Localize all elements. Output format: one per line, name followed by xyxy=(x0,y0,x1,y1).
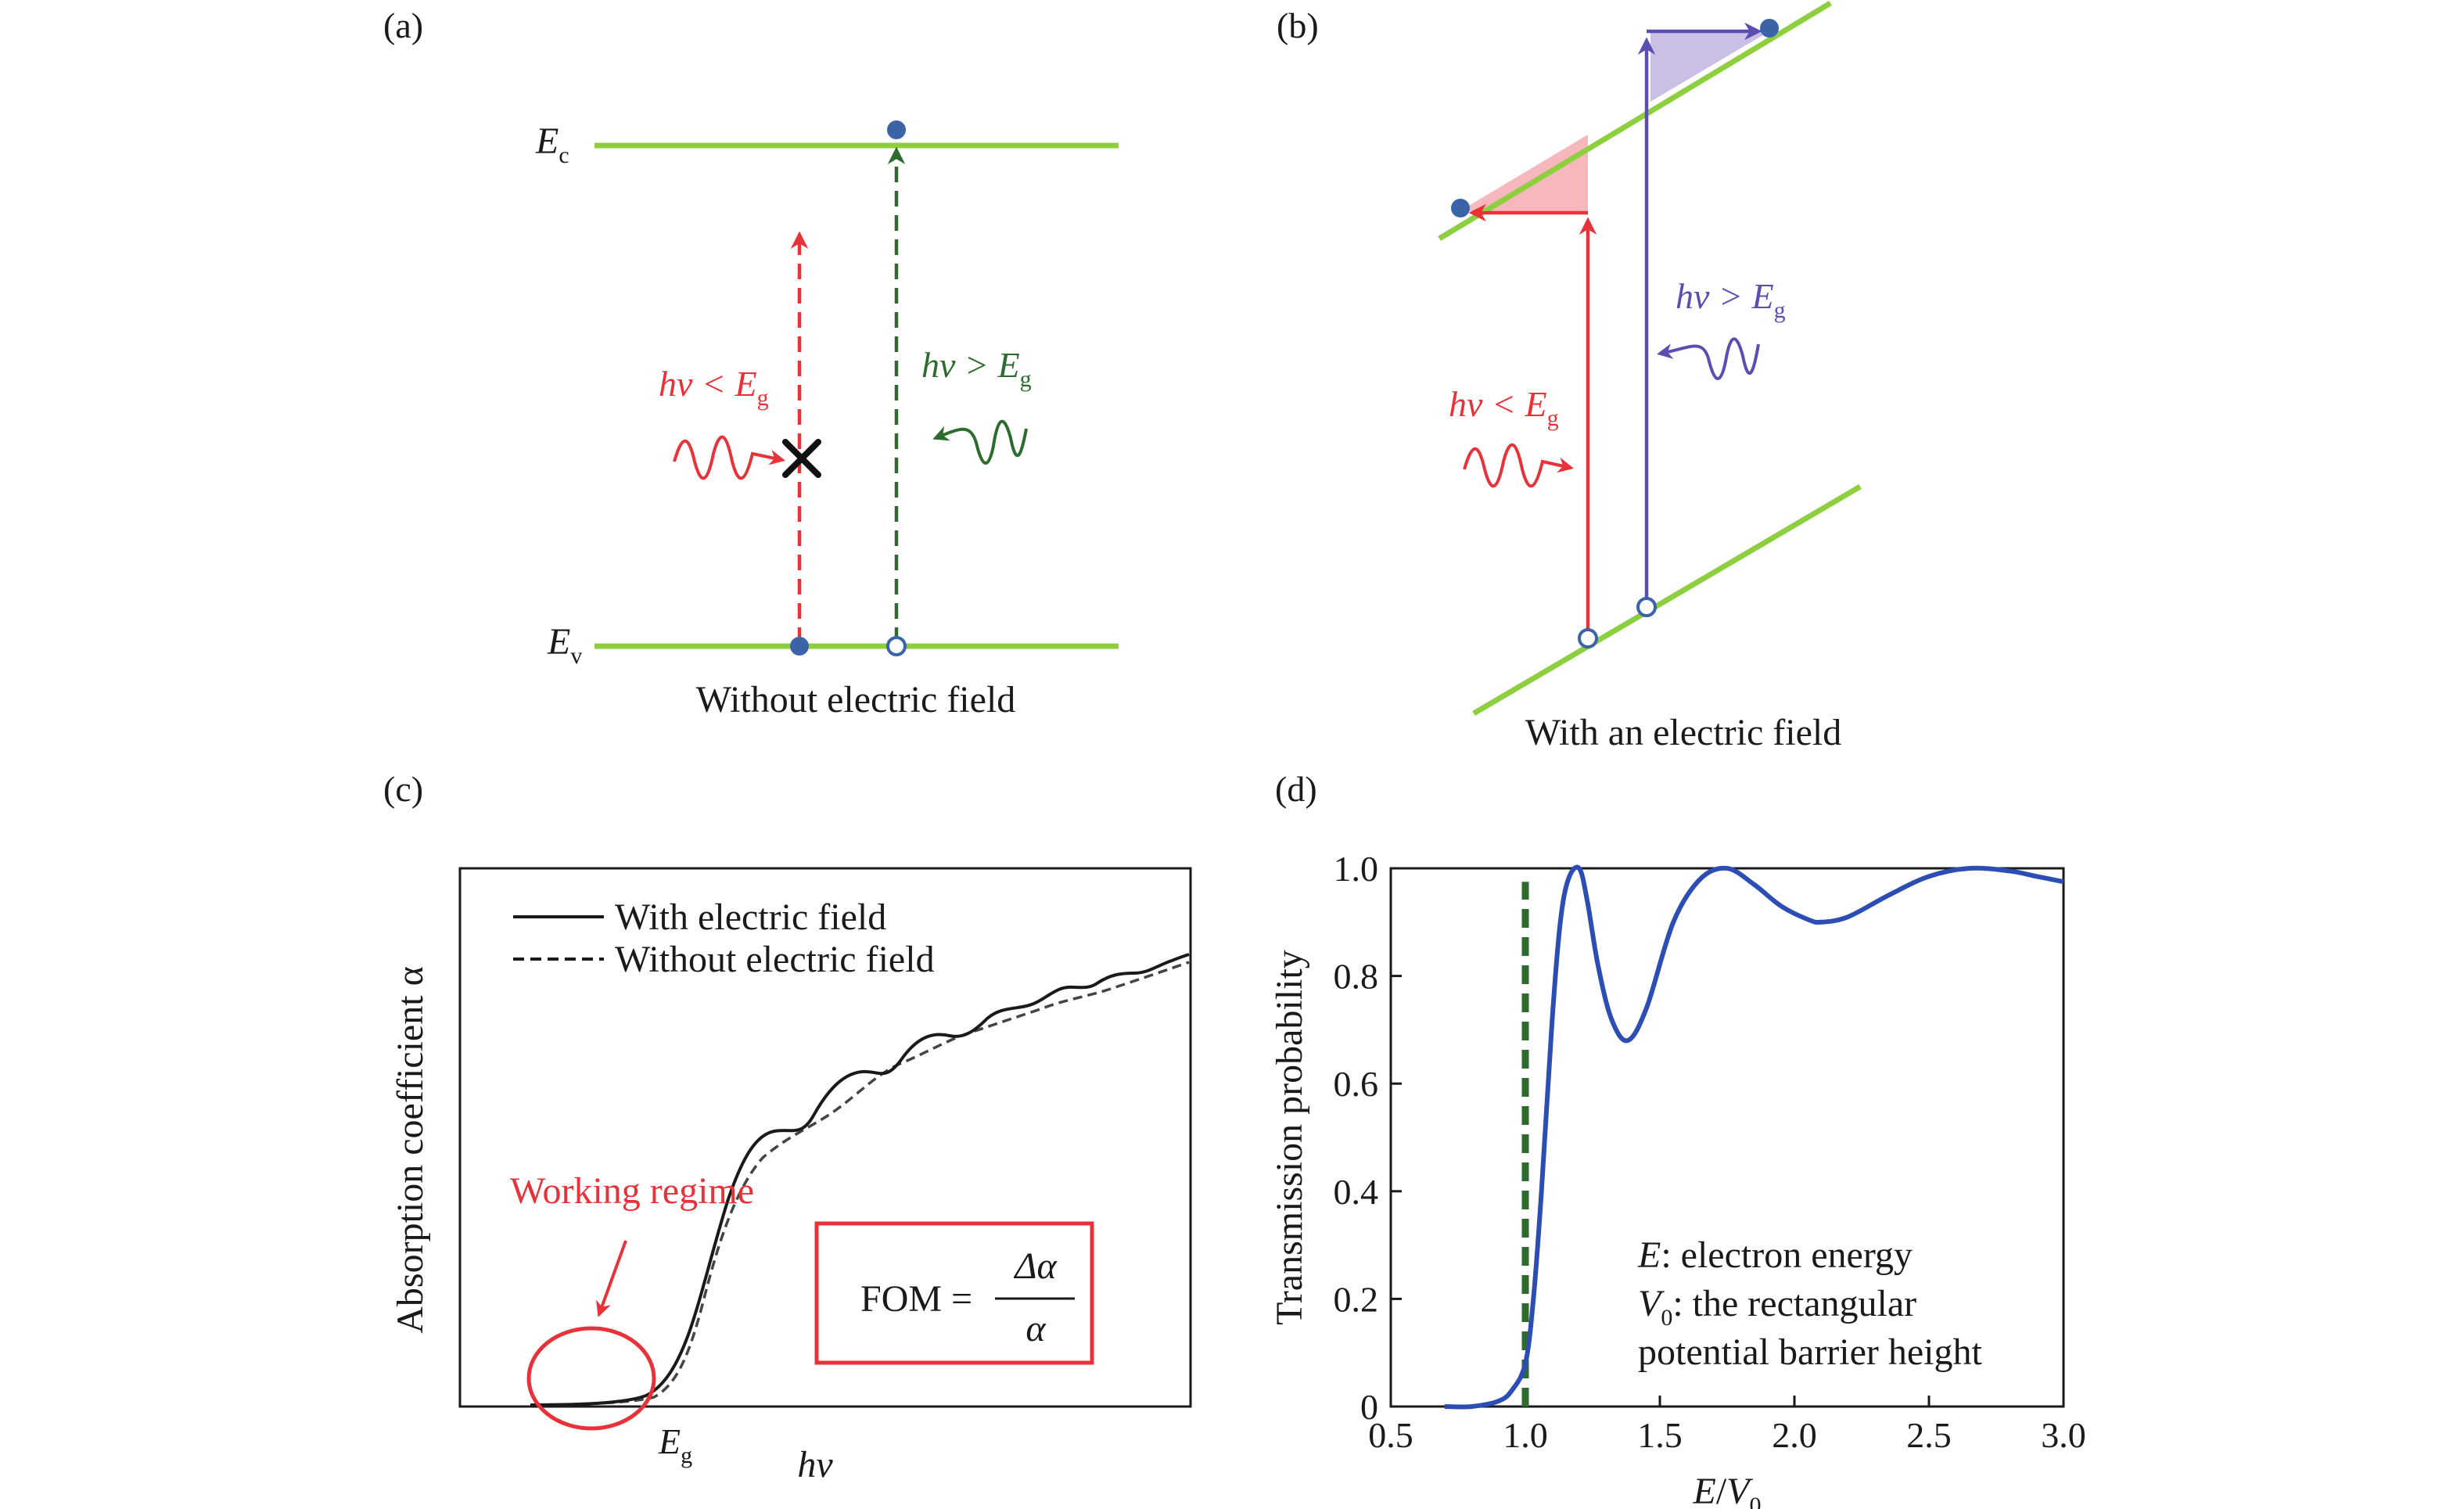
transmission-curve xyxy=(1444,864,2064,1410)
fom-prefix: FOM = xyxy=(860,1278,972,1320)
hole-dot-red xyxy=(1578,628,1598,649)
x-tick-label: 2.5 xyxy=(1906,1415,1952,1455)
x-tick-label: 1.0 xyxy=(1503,1415,1548,1455)
panel-c-ylabel: Absorption coefficient α xyxy=(390,966,431,1333)
panel-c: (c) Absorption coefficient α hv Eg With … xyxy=(383,769,1192,1486)
photon-below-gap-label-b: hv < Eg xyxy=(1449,384,1559,431)
hole-dot-blue xyxy=(1636,597,1657,617)
electron-dot-valence xyxy=(790,637,809,656)
note-line: E: electron energy xyxy=(1637,1234,1913,1276)
panel-b-caption: With an electric field xyxy=(1525,712,1842,753)
panel-d-xlabel: E/V0 xyxy=(1693,1471,1762,1509)
working-regime-arrow xyxy=(596,1240,627,1317)
panel-b: (b) hv > Eg hv < Eg With an electric fie… xyxy=(1277,1,1862,753)
ec-label: Ec xyxy=(535,120,569,168)
electron-dot-left xyxy=(1451,199,1470,217)
x-tick-group: 0.5 1.0 1.5 2.0 2.5 3.0 xyxy=(1368,1396,2086,1455)
blue-photon-wave-icon xyxy=(1657,337,1760,380)
green-photon-wave-icon xyxy=(932,419,1028,465)
eg-tick-label: Eg xyxy=(658,1421,692,1468)
panel-d-label: (d) xyxy=(1275,769,1317,809)
legend-without-field: Without electric field xyxy=(615,939,935,980)
tilted-valence-band-line xyxy=(1472,483,1862,717)
panel-a-label: (a) xyxy=(383,5,423,45)
absorption-curve-without-field xyxy=(530,961,1190,1407)
x-tick-label: 0.5 xyxy=(1368,1415,1413,1455)
x-tick-label: 3.0 xyxy=(2041,1415,2086,1455)
photon-above-gap-label: hv > Eg xyxy=(921,345,1032,392)
y-tick-label: 0.8 xyxy=(1334,957,1379,997)
y-tick-label: 0.2 xyxy=(1334,1279,1379,1319)
fom-denominator: α xyxy=(1025,1308,1046,1349)
blue-tunneling-triangle xyxy=(1650,31,1769,102)
panel-d: (d) Transmission probability E/V0 0.5 1.0… xyxy=(1269,769,2086,1509)
y-tick-label: 0 xyxy=(1360,1387,1378,1427)
working-regime-circle xyxy=(526,1326,656,1431)
panel-d-axes-box xyxy=(1389,867,2065,1408)
panel-c-xlabel: hv xyxy=(797,1444,833,1486)
tilted-conduction-band-line xyxy=(1438,1,1832,241)
panel-d-ylabel: Transmission probability xyxy=(1269,950,1310,1325)
panel-c-axes-box xyxy=(458,867,1192,1408)
red-photon-wave-icon xyxy=(673,435,785,480)
photon-below-gap-label: hv < Eg xyxy=(659,364,769,411)
electron-dot-conduction xyxy=(887,120,906,139)
electron-dot-right xyxy=(1760,19,1779,38)
notes-block: E: electron energy V0: the rectangularpot… xyxy=(1637,1234,1982,1373)
note-line: potential barrier height xyxy=(1638,1331,1982,1373)
absorption-curve-with-field xyxy=(530,953,1190,1407)
fom-numerator: Δα xyxy=(1013,1245,1057,1287)
x-tick-label: 1.5 xyxy=(1637,1415,1683,1455)
red-photon-wave-icon-b xyxy=(1463,443,1574,488)
photon-above-gap-label-b: hv > Eg xyxy=(1676,276,1786,323)
panel-b-label: (b) xyxy=(1277,5,1319,45)
hole-dot-valence xyxy=(886,636,907,656)
legend-with-field: With electric field xyxy=(615,896,886,938)
y-tick-label: 0.6 xyxy=(1334,1064,1379,1104)
red-tunneling-triangle xyxy=(1460,135,1588,211)
y-tick-label: 1.0 xyxy=(1334,849,1379,889)
cross-icon xyxy=(782,439,821,478)
fom-box xyxy=(814,1221,1094,1365)
working-regime-label: Working regime xyxy=(510,1170,754,1212)
ev-label: Ev xyxy=(547,621,582,669)
y-tick-label: 0.4 xyxy=(1334,1172,1379,1212)
panel-c-label: (c) xyxy=(383,769,423,809)
note-line: V0: the rectangular xyxy=(1638,1283,1916,1331)
y-tick-group: 0 0.2 0.4 0.6 0.8 1.0 xyxy=(1334,849,1402,1427)
panel-a-caption: Without electric field xyxy=(696,679,1016,720)
x-tick-label: 2.0 xyxy=(1772,1415,1817,1455)
panel-a: (a) Ec Ev hv < Eg hv > Eg Without electr… xyxy=(383,5,1119,720)
